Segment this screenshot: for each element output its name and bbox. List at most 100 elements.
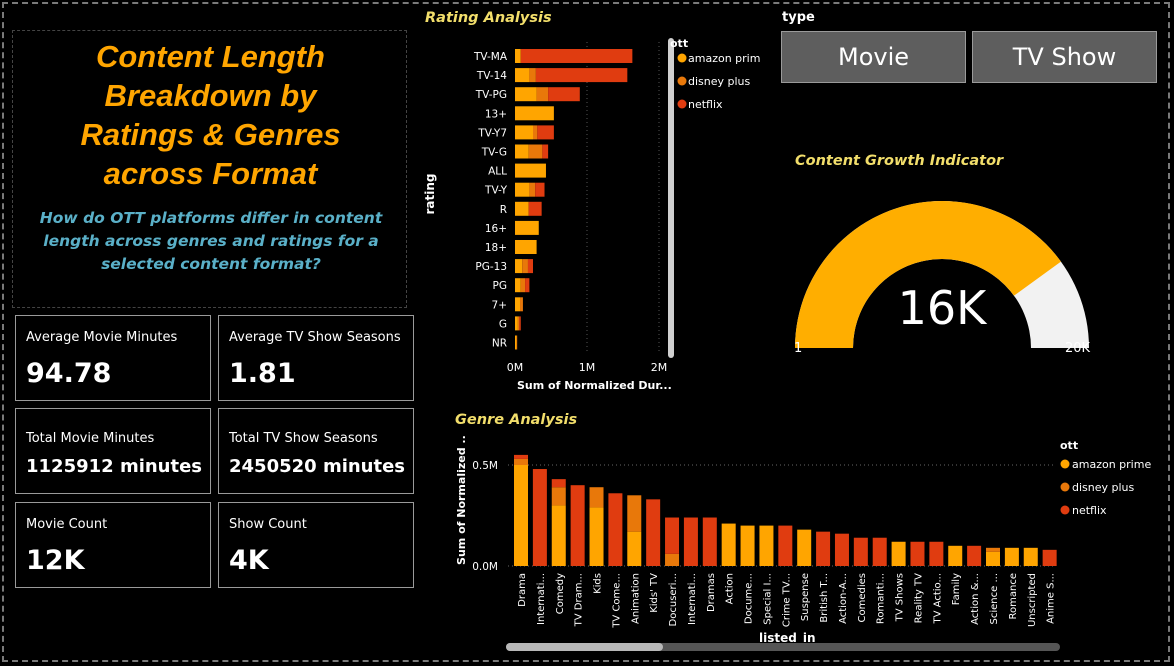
- rating-category-label: TV-Y7: [477, 127, 507, 139]
- genre-category-label: Animation: [630, 573, 641, 624]
- rating-bar: [535, 68, 628, 83]
- genre-bar: [816, 531, 831, 566]
- rating-bar: [515, 201, 529, 216]
- rating-analysis-chart: TV-MA TV-14 TV-PG 13+ TV-Y7 TV-G ALL TV-Y R 16+ 18…: [423, 37, 760, 392]
- genre-category-label: TV Dram...: [574, 573, 585, 627]
- kpi-label: Average TV Show Seasons: [229, 330, 401, 345]
- title-panel: Content Length Breakdown by Ratings & Ge…: [12, 30, 407, 308]
- genre-bar: [627, 531, 642, 566]
- rating-category-label: TV-PG: [475, 89, 507, 101]
- genre-bar: [929, 541, 944, 566]
- rating-y-axis-label: rating: [423, 174, 437, 215]
- genre-category-label: Dramas: [706, 573, 717, 612]
- rating-category-label: PG-13: [475, 261, 507, 273]
- genre-bar: [1023, 547, 1038, 566]
- genre-y-axis-label: Sum of Normalized ...: [455, 436, 468, 565]
- rating-legend-title: ott: [670, 37, 688, 50]
- rating-bar: [520, 297, 523, 312]
- genre-chart-title: Genre Analysis: [455, 412, 578, 428]
- genre-category-label: TV Shows: [895, 573, 906, 622]
- rating-category-label: TV-G: [481, 147, 507, 159]
- genre-bar: [778, 525, 793, 566]
- rating-bar: [528, 201, 542, 216]
- genre-scrollbar-thumb[interactable]: [506, 643, 663, 651]
- kpi-label: Total TV Show Seasons: [229, 431, 378, 446]
- dashboard-title: Content Length Breakdown by Ratings & Ge…: [13, 37, 408, 193]
- genre-bar: [627, 495, 642, 532]
- rating-chart-title: Rating Analysis: [425, 10, 552, 26]
- rating-x-tick: 1M: [579, 361, 596, 374]
- genre-bar: [797, 529, 812, 566]
- rating-category-label: PG: [493, 280, 507, 292]
- genre-legend-title: ott: [1060, 439, 1078, 452]
- gauge-min-label: 1: [794, 341, 802, 356]
- rating-bar: [548, 87, 580, 102]
- kpi-total-tv-show-seasons: Total TV Show Seasons 2450520 minutes: [218, 408, 414, 494]
- genre-bar: [721, 523, 736, 566]
- genre-category-label: Docume...: [744, 573, 755, 624]
- kpi-label: Total Movie Minutes: [26, 431, 155, 446]
- genre-category-label: Kids' TV: [649, 573, 660, 613]
- genre-bar: [665, 517, 680, 554]
- rating-bar: [515, 87, 537, 102]
- genre-category-label: Drama: [517, 573, 528, 607]
- rating-bar: [515, 182, 530, 197]
- rating-category-label: 16+: [485, 223, 507, 235]
- kpi-average-tv-show-seasons: Average TV Show Seasons 1.81: [218, 315, 414, 401]
- genre-category-label: Suspense: [800, 573, 811, 621]
- rating-bar: [515, 335, 517, 350]
- rating-bar: [515, 240, 537, 254]
- genre-bar: [948, 545, 963, 566]
- rating-bar: [528, 144, 543, 159]
- genre-bar: [1004, 547, 1019, 566]
- genre-category-label: Reality TV: [913, 573, 924, 623]
- rating-category-label: NR: [492, 338, 507, 350]
- genre-bar: [570, 485, 585, 566]
- tv-show-filter-button[interactable]: TV Show: [972, 31, 1157, 83]
- rating-bar: [522, 259, 528, 274]
- genre-y-tick: 0.5M: [472, 460, 498, 472]
- title-line: Breakdown by: [104, 78, 317, 113]
- genre-category-label: Comedies: [857, 573, 868, 622]
- genre-bar: [910, 541, 925, 566]
- rating-category-label: ALL: [488, 166, 507, 178]
- gauge-title: Content Growth Indicator: [795, 153, 1004, 169]
- genre-bar: [589, 507, 604, 566]
- rating-category-label: 7+: [492, 299, 507, 311]
- rating-bar: [525, 278, 530, 293]
- genre-bar: [1042, 549, 1057, 566]
- kpi-average-movie-minutes: Average Movie Minutes 94.78: [15, 315, 211, 401]
- movie-filter-button[interactable]: Movie: [781, 31, 966, 83]
- rating-bar: [520, 49, 633, 63]
- rating-bar: [527, 259, 533, 274]
- kpi-value: 1.81: [229, 358, 296, 389]
- rating-legend-marker: [677, 99, 687, 109]
- rating-bar: [516, 335, 518, 350]
- genre-category-label: Anime S...: [1046, 573, 1057, 624]
- rating-category-label: G: [499, 318, 507, 330]
- kpi-value: 1125912 minutes: [26, 456, 203, 477]
- genre-category-label: Action &...: [970, 573, 981, 625]
- genre-category-label: Crime TV...: [781, 573, 792, 627]
- rating-scrollbar[interactable]: [668, 38, 674, 358]
- rating-bar: [515, 316, 518, 331]
- rating-category-label: 18+: [485, 242, 507, 254]
- genre-category-label: Family: [951, 573, 962, 605]
- rating-bar: [542, 144, 549, 159]
- rating-x-axis-label: Sum of Normalized Dur...: [517, 379, 672, 392]
- genre-legend-label: disney plus: [1072, 481, 1135, 494]
- rating-bar: [515, 125, 533, 140]
- title-line: Content Length: [95, 39, 325, 74]
- rating-bar: [519, 316, 521, 331]
- rating-legend-marker: [677, 53, 687, 63]
- rating-bar: [515, 278, 521, 293]
- genre-bar: [967, 545, 982, 566]
- genre-legend-marker: [1060, 505, 1070, 515]
- genre-bar: [514, 465, 528, 566]
- genre-legend-label: netflix: [1072, 504, 1107, 517]
- genre-bar: [759, 525, 774, 566]
- kpi-label: Average Movie Minutes: [26, 330, 178, 345]
- genre-category-label: Kids: [593, 573, 604, 594]
- genre-bar: [589, 487, 604, 508]
